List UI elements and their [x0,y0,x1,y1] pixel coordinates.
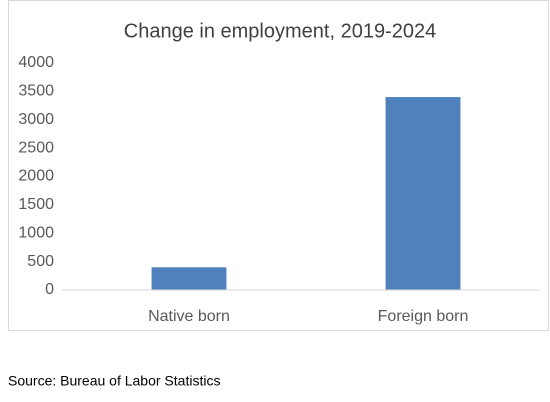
chart-title: Change in employment, 2019-2024 [124,20,436,42]
x-tick-label: Foreign born [378,308,469,325]
y-tick-label: 500 [27,253,54,270]
y-tick-label: 0 [45,281,54,298]
y-tick-label: 2000 [18,168,54,185]
bar [385,97,461,290]
y-tick-label: 3500 [18,83,54,100]
y-tick-label: 2500 [18,139,54,156]
x-tick-label: Native born [148,308,230,325]
y-tick-label: 3000 [18,111,54,128]
source-note: Source: Bureau of Labor Statistics [8,373,220,389]
bar [151,267,227,290]
y-tick-label: 1500 [18,196,54,213]
y-tick-label: 1000 [18,224,54,241]
chart-border [8,0,549,331]
y-tick-label: 4000 [18,54,54,71]
